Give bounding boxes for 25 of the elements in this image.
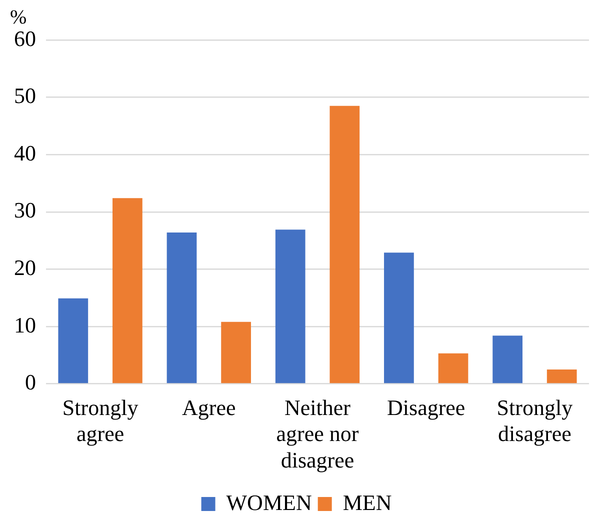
x-tick-label: Strongly agree: [62, 394, 138, 446]
x-tick-label: Disagree: [387, 394, 466, 420]
legend-label: WOMEN: [226, 490, 312, 515]
y-axis-title: %: [10, 6, 27, 28]
y-tick-label: 40: [14, 140, 36, 166]
bar: [330, 106, 360, 384]
bar: [221, 322, 251, 384]
bar: [492, 336, 522, 384]
x-tick-label: Strongly disagree: [496, 394, 573, 446]
bar: [384, 252, 414, 384]
y-tick-label: 0: [25, 370, 36, 395]
bar: [275, 230, 306, 384]
bar: [166, 232, 197, 384]
x-tick-label: Neither agree nor disagree: [276, 394, 360, 473]
bar: [112, 198, 142, 384]
y-tick-label: 30: [14, 198, 36, 223]
bar: [438, 353, 468, 384]
y-tick-label: 60: [14, 26, 36, 51]
legend-label: MEN: [342, 490, 392, 515]
bar: [546, 369, 577, 384]
y-tick-label: 10: [14, 312, 36, 338]
y-tick-label: 20: [14, 254, 36, 280]
x-tick-label: Agree: [182, 394, 236, 420]
bar: [58, 298, 88, 384]
y-tick-label: 50: [14, 83, 36, 108]
